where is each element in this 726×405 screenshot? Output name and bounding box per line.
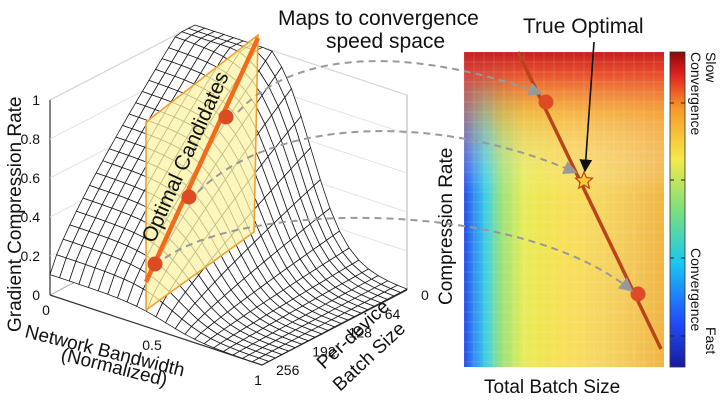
heatmap-plot: Compression Rate Total Batch Size Slow C… [436,51,719,398]
heatmap-candidate-2 [630,286,646,302]
surface-plot: Optimal Candidates 00.20.40.60.81 00.51 … [5,24,429,396]
x-tick-label: 0.5 [142,337,162,353]
colorbar-bottom-label-1: Fast [703,327,719,354]
z-tick-label: 1 [32,92,40,108]
z-tick-label: 0.8 [21,131,41,147]
colorbar-top-label-1: Slow [703,52,719,83]
mapping-arrow-3 [164,216,634,292]
y-tick-label: 192 [312,343,336,359]
candidate-point-3 [218,109,234,125]
y-tick-label: 256 [276,362,300,378]
heatmap-candidate-1 [538,94,554,110]
z-tick-label: 0.4 [21,209,41,225]
x-tick-labels: 00.51 [42,302,262,388]
true-optimal-label: True Optimal [523,15,644,38]
heatmap-top-shade [464,52,664,367]
y-tick-label: 0 [421,287,429,303]
candidate-point-2 [181,189,197,205]
y-tick-label: 64 [385,306,401,322]
z-tick-label: 0.6 [21,170,41,186]
heatmap-cells [464,52,664,367]
candidate-point-1 [147,256,163,272]
surface-cell [251,357,270,366]
colorbar [669,51,686,368]
y-tick-label: 128 [349,325,373,341]
z-tick-label: 0.2 [21,248,41,264]
maps-to-label-line2: speed space [326,30,445,53]
x-tick-label: 1 [254,372,262,388]
heatmap-x-axis-label: Total Batch Size [484,377,620,398]
optimal-candidates-line [143,37,261,283]
z-axis-label: Gradient Compression Rate [5,97,26,333]
mapping-arrow-1 [237,60,543,113]
mapping-arrow-2 [197,130,578,193]
maps-to-label-line1: Maps to convergence [278,7,479,30]
z-tick-labels: 0 0.2 0.4 0.6 0.8 1 [21,92,41,303]
true-optimal-star [574,170,594,190]
mapping-arrows [164,60,634,292]
colorbar-top-label-2: Convergence [688,52,704,135]
heatmap-y-axis-label: Compression Rate [436,148,457,305]
colorbar-ticks [670,102,685,337]
colorbar-bottom-label-2: Convergence [688,248,704,331]
x-tick-label: 0 [42,302,50,318]
true-optimal-pointer [579,41,595,173]
z-tick-label: 0 [32,287,40,303]
y-tick-labels: 0 64 128 192 256 [276,287,429,378]
